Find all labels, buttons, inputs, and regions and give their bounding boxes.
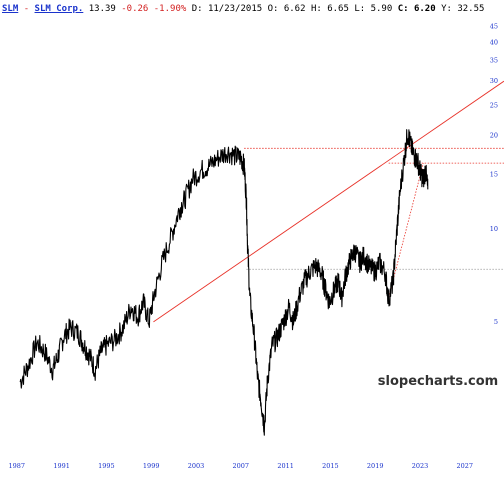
price-line [19,129,429,436]
y-tick-label: 30 [490,77,498,85]
x-tick-label: 2011 [277,462,294,470]
low-value: 5.90 [370,4,393,14]
ticker-symbol[interactable]: SLM [2,4,19,14]
x-tick-label: 2007 [233,462,250,470]
date-value: 11/23/2015 [207,4,263,14]
low-label: L: [354,4,366,14]
y-tick-label: 45 [490,23,498,31]
close-label: C: [397,4,409,14]
y-tick-label: 35 [490,56,498,64]
x-axis: 1987 1991 1995 1999 2003 2007 2011 2015 2019 2023… [9,462,474,470]
trendline [153,80,504,323]
high-label: H: [310,4,322,14]
y-tick-label: 10 [490,225,498,233]
y-label: Y: [441,4,452,14]
open-label: O: [267,4,279,14]
watermark: slopecharts.com [378,374,498,389]
x-tick-label: 1987 [9,462,26,470]
y-tick-label: 40 [490,38,498,46]
price-layer [19,129,429,436]
x-tick-label: 2023 [412,462,429,470]
y-axis: 45 40 35 30 25 20 15 10 5 [490,23,498,326]
y-value: 32.55 [457,4,485,14]
last-price: 13.39 [88,4,116,14]
overlay-layer [153,80,504,323]
price-change: -0.26 [121,4,149,14]
x-tick-label: 2003 [188,462,205,470]
date-label: D: [191,4,203,14]
quote-header: SLM - SLM Corp. 13.39 -0.26 -1.90% D: 11… [2,2,504,16]
x-tick-label: 1995 [98,462,115,470]
dotted-trend-segment [388,163,424,298]
y-tick-label: 15 [490,170,498,178]
company-name[interactable]: SLM Corp. [34,4,84,14]
x-tick-label: 2027 [457,462,474,470]
x-tick-label: 2015 [322,462,339,470]
y-tick-label: 5 [494,318,498,326]
x-tick-label: 2019 [367,462,384,470]
x-tick-label: 1999 [143,462,160,470]
x-tick-label: 1991 [53,462,70,470]
y-tick-label: 25 [490,102,498,110]
y-tick-label: 20 [490,132,498,140]
open-value: 6.62 [283,4,306,14]
close-value: 6.20 [413,4,436,14]
ticker-separator: - [23,4,30,14]
price-change-percent: -1.90% [153,4,187,14]
high-value: 6.65 [327,4,349,14]
